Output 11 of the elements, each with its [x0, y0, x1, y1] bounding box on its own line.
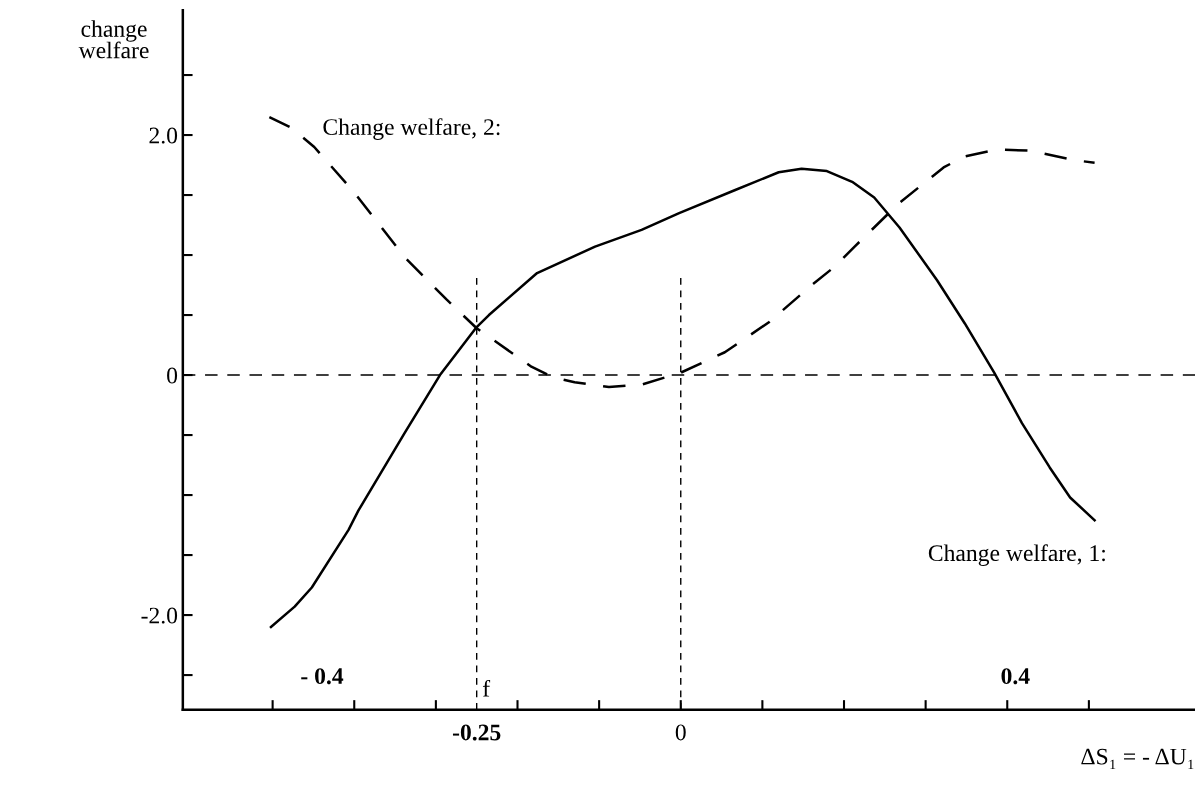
y-tick-label: 2.0 — [149, 127, 178, 144]
annotation: 0.4 — [1001, 668, 1030, 685]
y-axis-title: change welfare — [78, 20, 149, 59]
annotation: - 0.4 — [301, 668, 344, 685]
x-axis-title: ΔS₁ = - ΔU₁ — [1081, 748, 1194, 770]
ref-line-label: f — [482, 679, 491, 697]
x-tick-label: -0.25 — [452, 724, 501, 741]
y-tick-label: -2.0 — [141, 607, 178, 624]
y-tick-label: 0 — [167, 367, 178, 384]
series-label: Change welfare, 2: — [323, 118, 500, 140]
series-label: Change welfare, 1: — [928, 544, 1105, 566]
